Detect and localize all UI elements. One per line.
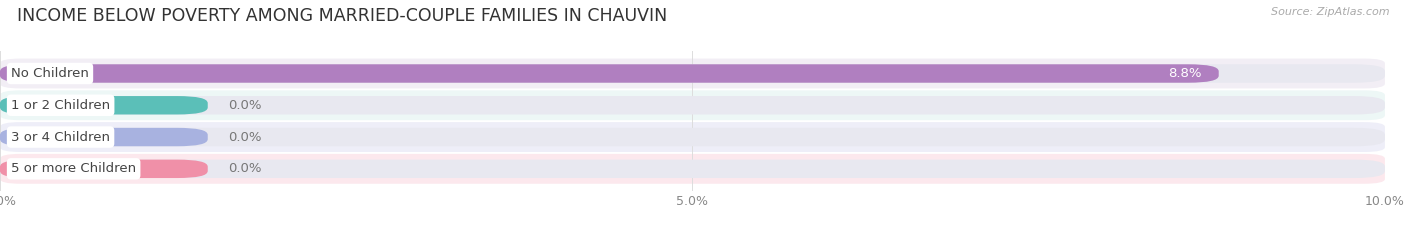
- Text: 5 or more Children: 5 or more Children: [11, 162, 136, 175]
- FancyBboxPatch shape: [0, 160, 1385, 178]
- Text: 8.8%: 8.8%: [1168, 67, 1202, 80]
- FancyBboxPatch shape: [0, 128, 1385, 146]
- Text: No Children: No Children: [11, 67, 89, 80]
- Text: INCOME BELOW POVERTY AMONG MARRIED-COUPLE FAMILIES IN CHAUVIN: INCOME BELOW POVERTY AMONG MARRIED-COUPL…: [17, 7, 666, 25]
- FancyBboxPatch shape: [0, 128, 208, 146]
- FancyBboxPatch shape: [0, 58, 1385, 89]
- Text: 0.0%: 0.0%: [229, 99, 262, 112]
- Text: 1 or 2 Children: 1 or 2 Children: [11, 99, 110, 112]
- FancyBboxPatch shape: [0, 122, 1385, 152]
- FancyBboxPatch shape: [0, 96, 1385, 114]
- Text: 3 or 4 Children: 3 or 4 Children: [11, 130, 110, 144]
- Text: 0.0%: 0.0%: [229, 130, 262, 144]
- FancyBboxPatch shape: [0, 90, 1385, 120]
- FancyBboxPatch shape: [0, 64, 1385, 83]
- FancyBboxPatch shape: [0, 160, 208, 178]
- FancyBboxPatch shape: [0, 96, 208, 114]
- Text: Source: ZipAtlas.com: Source: ZipAtlas.com: [1271, 7, 1389, 17]
- FancyBboxPatch shape: [0, 154, 1385, 184]
- Text: 0.0%: 0.0%: [229, 162, 262, 175]
- FancyBboxPatch shape: [0, 64, 1219, 83]
